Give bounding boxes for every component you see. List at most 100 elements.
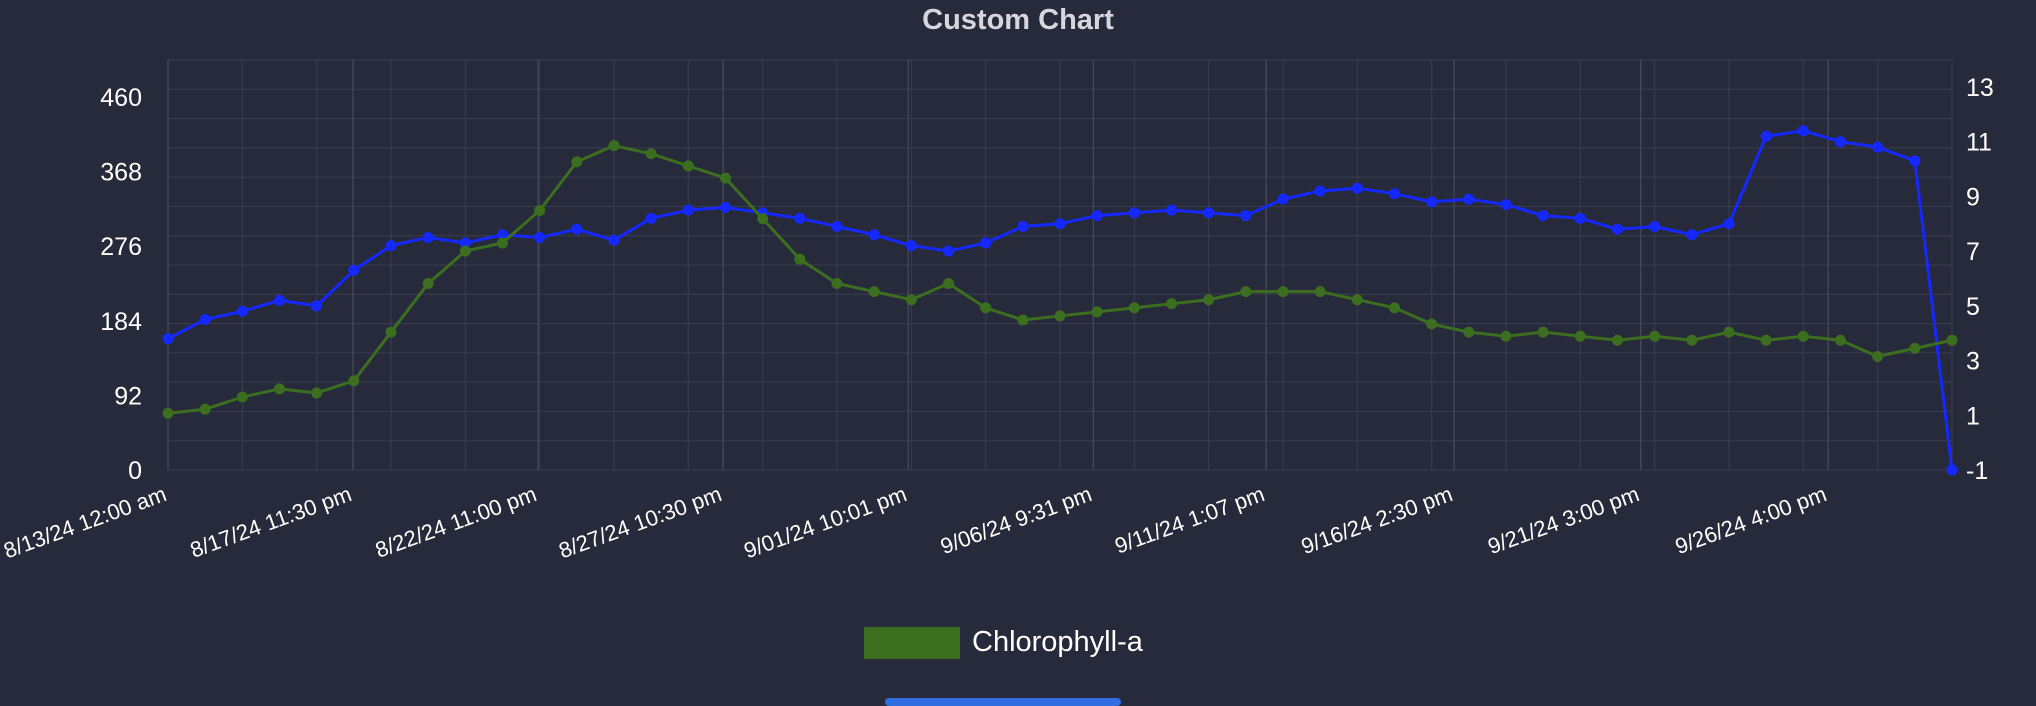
series-point-green: [1872, 350, 1884, 362]
series-point-green: [1909, 342, 1921, 354]
series-point-green: [1835, 334, 1846, 346]
bottom-tab-indicator[interactable]: [885, 698, 1121, 706]
series-point-blue: [1500, 199, 1512, 211]
series-point-green: [1574, 330, 1586, 342]
series-point-blue: [236, 305, 248, 317]
series-point-blue: [348, 264, 360, 276]
series-point-green: [645, 148, 657, 160]
series-point-green: [422, 278, 434, 289]
series-point-green: [868, 286, 880, 298]
x-tick-label: 8/27/24 10:30 pm: [555, 481, 724, 563]
series-point-green: [1017, 314, 1029, 326]
series-point-green: [794, 253, 806, 265]
legend-label-chlorophyll-a: Chlorophyll-a: [972, 626, 1143, 658]
series-point-green: [1426, 318, 1438, 330]
series-point-blue: [1760, 130, 1772, 142]
series-point-blue: [980, 237, 992, 249]
legend[interactable]: Chlorophyll-a: [864, 626, 1143, 659]
y-right-tick-label: 9: [1966, 183, 1980, 211]
x-tick-label: 9/01/24 10:01 pm: [740, 481, 909, 563]
series-point-green: [1203, 294, 1215, 306]
series-point-green: [943, 278, 954, 289]
series-point-blue: [1351, 182, 1363, 194]
series-point-blue: [459, 237, 471, 249]
x-tick-label: 9/16/24 2:30 pm: [1298, 481, 1456, 559]
series-point-blue: [1946, 464, 1958, 476]
x-tick-label: 9/26/24 4:00 pm: [1672, 481, 1830, 559]
y-right-tick-label: 5: [1966, 293, 1980, 321]
series-point-green: [497, 237, 508, 249]
y-right-tick-label: 3: [1966, 348, 1980, 376]
series-point-blue: [311, 300, 323, 312]
series-point-blue: [385, 240, 397, 252]
x-tick-label: 8/22/24 11:00 pm: [372, 481, 540, 563]
series-point-green: [1686, 334, 1698, 346]
series-point-green: [1612, 334, 1623, 346]
series-point-blue: [1797, 125, 1809, 137]
series-point-green: [1054, 310, 1066, 322]
series-point-green: [459, 245, 471, 257]
y-left-tick-label: 368: [100, 159, 142, 187]
series-point-green: [1537, 326, 1549, 338]
x-tick-label: 9/06/24 9:31 pm: [937, 481, 1095, 559]
series-point-blue: [1574, 212, 1586, 224]
series-point-blue: [1054, 218, 1066, 230]
series-point-green: [1166, 298, 1177, 310]
series-point-blue: [794, 212, 806, 224]
series-point-green: [1649, 330, 1661, 342]
series-point-blue: [720, 201, 731, 213]
series-point-blue: [1314, 185, 1326, 197]
series-point-blue: [422, 231, 434, 243]
series-point-blue: [1091, 210, 1103, 222]
x-tick-label: 8/13/24 12:00 am: [0, 481, 169, 563]
y-left-tick-label: 92: [114, 382, 142, 410]
series-point-green: [720, 172, 731, 184]
y-left-tick-label: 460: [100, 84, 142, 112]
series-point-green: [1091, 306, 1103, 318]
y-right-tick-label: 1: [1966, 402, 1980, 430]
y-left-tick-label: 184: [100, 308, 142, 336]
series-point-blue: [274, 294, 285, 306]
series-point-blue: [162, 333, 174, 345]
series-point-blue: [1166, 204, 1177, 216]
series-point-green: [1797, 330, 1809, 342]
series-point-green: [1240, 286, 1252, 298]
series-point-blue: [868, 229, 880, 241]
series-point-blue: [831, 221, 843, 233]
series-point-green: [1128, 302, 1140, 314]
series-point-green: [348, 375, 360, 387]
y-right-tick-label: -1: [1966, 457, 1988, 485]
chart-title: Custom Chart: [922, 4, 1114, 36]
series-point-green: [608, 140, 620, 152]
y-right-tick-label: 7: [1966, 238, 1980, 266]
series-point-blue: [645, 212, 657, 224]
series-point-green: [534, 205, 546, 217]
series-point-blue: [682, 204, 694, 216]
series-point-blue: [1612, 223, 1623, 235]
x-tick-label: 8/17/24 11:30 pm: [187, 481, 355, 563]
series-point-blue: [1203, 207, 1215, 219]
series-point-blue: [1686, 229, 1698, 241]
series-point-blue: [497, 229, 508, 241]
series-point-blue: [1537, 210, 1549, 222]
y-right-tick-label: 11: [1966, 129, 1992, 157]
series-point-green: [1389, 302, 1400, 314]
series-point-green: [1277, 286, 1289, 298]
series-point-green: [1723, 326, 1735, 338]
series-point-blue: [1723, 218, 1735, 230]
series-point-blue: [1389, 188, 1400, 200]
series-point-blue: [943, 245, 954, 257]
series-point-green: [905, 294, 917, 306]
series-point-blue: [1909, 155, 1921, 167]
series-point-green: [1946, 334, 1958, 346]
series-point-green: [274, 383, 285, 395]
series-point-blue: [1017, 221, 1029, 233]
series-point-green: [1760, 334, 1772, 346]
series-point-blue: [199, 314, 211, 326]
series-point-green: [311, 387, 323, 399]
series-point-blue: [571, 223, 583, 235]
series-point-green: [980, 302, 992, 314]
series-point-blue: [1463, 193, 1475, 205]
